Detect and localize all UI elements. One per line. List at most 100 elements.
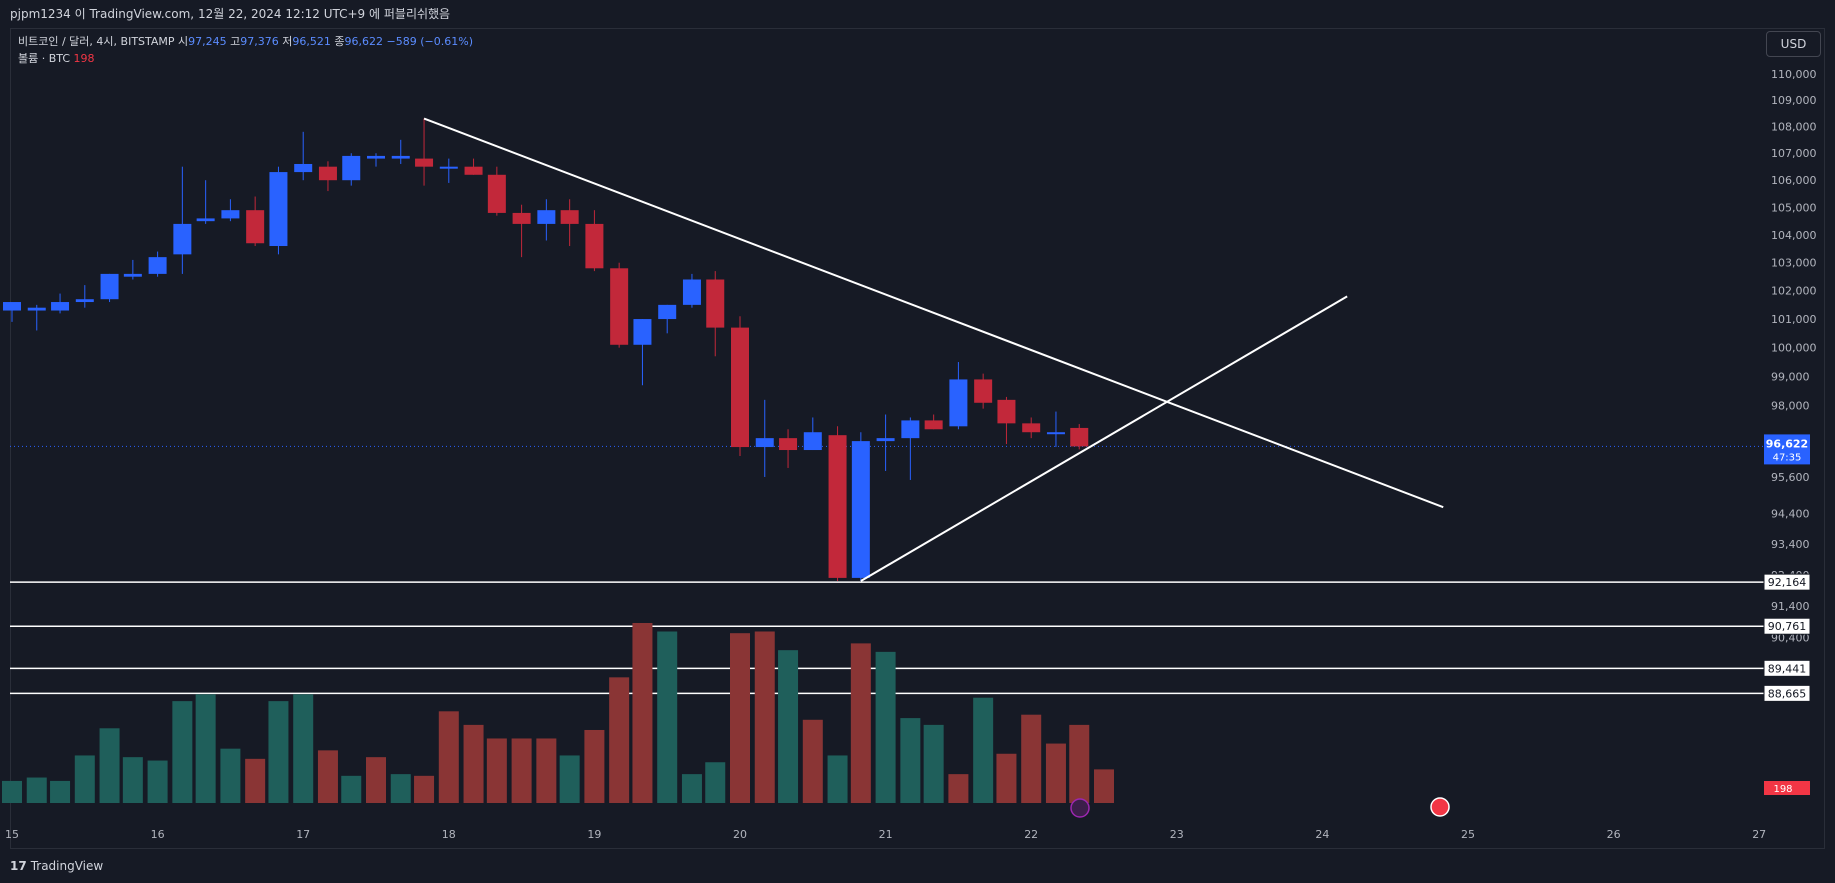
candle-body bbox=[585, 223, 604, 269]
symbol-name[interactable]: 비트코인 / 달러, 4시, BITSTAMP bbox=[18, 35, 175, 48]
volume-bar bbox=[268, 701, 289, 803]
candle-body bbox=[1046, 432, 1065, 435]
candle-body bbox=[391, 155, 410, 159]
level-tag-label: 89,441 bbox=[1768, 662, 1807, 675]
candle-body bbox=[27, 307, 46, 311]
x-tick-label: 20 bbox=[733, 828, 747, 841]
candle-body bbox=[100, 273, 119, 300]
candle-body bbox=[487, 174, 506, 213]
candle-body bbox=[828, 435, 847, 578]
volume-bar bbox=[366, 757, 386, 803]
y-tick-label: 99,000 bbox=[1771, 371, 1810, 384]
low-value: 96,521 bbox=[292, 35, 331, 48]
volume-bar bbox=[147, 760, 168, 803]
volume-bar bbox=[414, 775, 435, 803]
candle-body bbox=[731, 327, 749, 448]
volume-bar bbox=[1045, 743, 1066, 803]
candle-body bbox=[1022, 423, 1041, 433]
volume-bar bbox=[317, 750, 338, 803]
volume-bar bbox=[486, 738, 507, 803]
trendline-1 bbox=[860, 295, 1348, 582]
level-tag bbox=[1763, 617, 1811, 635]
candle-body bbox=[706, 279, 725, 328]
x-tick-label: 19 bbox=[587, 828, 601, 841]
volume-bar bbox=[632, 623, 653, 803]
candle-body bbox=[1070, 427, 1089, 447]
volume-bar bbox=[705, 762, 726, 803]
candle-body bbox=[949, 379, 968, 427]
candle-body bbox=[658, 304, 677, 320]
level-tag bbox=[1763, 573, 1811, 591]
volume-bar bbox=[559, 755, 580, 803]
volume-label[interactable]: 볼륨 · BTC bbox=[18, 52, 71, 65]
volume-bar bbox=[802, 719, 823, 803]
chart-legend: 비트코인 / 달러, 4시, BITSTAMP 시97,245 고97,376 … bbox=[18, 33, 473, 67]
published-text: pjpm1234 이 TradingView.com, 12월 22, 2024… bbox=[10, 7, 451, 21]
volume-bar bbox=[172, 701, 193, 803]
volume-bar bbox=[850, 643, 871, 803]
candle-body bbox=[173, 223, 192, 255]
candle-body bbox=[803, 432, 822, 451]
close-value: 96,622 bbox=[344, 35, 384, 48]
volume-bar bbox=[122, 757, 143, 803]
volume-bar bbox=[754, 631, 775, 803]
x-tick-label: 15 bbox=[5, 828, 19, 841]
volume-bar bbox=[293, 694, 314, 803]
open-label: 시 bbox=[178, 35, 189, 48]
candle-body bbox=[75, 299, 94, 303]
candle-body bbox=[3, 302, 21, 311]
volume-bar bbox=[996, 753, 1017, 803]
currency-button[interactable]: USD bbox=[1766, 31, 1821, 57]
volume-bars bbox=[2, 623, 1114, 803]
level-tag bbox=[1763, 684, 1811, 702]
y-tick-label: 95,600 bbox=[1771, 471, 1810, 484]
y-tick-label: 106,000 bbox=[1771, 174, 1817, 187]
y-tick-label: 104,000 bbox=[1771, 229, 1817, 242]
volume-bar bbox=[657, 631, 678, 803]
volume-bar bbox=[584, 729, 605, 803]
tradingview-logo-icon: 17 bbox=[10, 859, 27, 873]
volume-bar bbox=[341, 775, 362, 803]
high-label: 고 bbox=[230, 35, 241, 48]
volume-bar bbox=[74, 755, 95, 803]
volume-bar bbox=[245, 758, 266, 803]
y-tick-label: 105,000 bbox=[1771, 201, 1817, 214]
volume-bar bbox=[463, 724, 484, 803]
x-tick-label: 23 bbox=[1170, 828, 1184, 841]
volume-bar bbox=[923, 724, 944, 803]
trendline-0 bbox=[423, 117, 1444, 509]
lightning-event-icon[interactable] bbox=[1070, 798, 1090, 818]
candle-body bbox=[148, 257, 167, 274]
candle-body bbox=[901, 420, 920, 439]
level-tag-label: 88,665 bbox=[1768, 687, 1807, 700]
volume-row: 볼륨 · BTC 198 bbox=[18, 50, 473, 67]
candle-body bbox=[610, 268, 629, 345]
volume-tag bbox=[1764, 781, 1810, 795]
open-value: 97,245 bbox=[188, 35, 227, 48]
y-tick-label: 109,000 bbox=[1771, 94, 1817, 107]
candle-body bbox=[851, 441, 870, 578]
last-price-label: 96,622 bbox=[1766, 437, 1808, 450]
price-tags: 92,164 90,761 89,441 88,665 96,622 47:35 198 bbox=[1070, 434, 1811, 818]
volume-bar bbox=[827, 755, 848, 803]
y-tick-label: 102,000 bbox=[1771, 285, 1817, 298]
candle-body bbox=[779, 438, 798, 451]
y-tick-label: 93,400 bbox=[1771, 538, 1810, 551]
candle-body bbox=[269, 172, 288, 247]
level-tag bbox=[1763, 659, 1811, 677]
x-tick-label: 17 bbox=[296, 828, 310, 841]
candle-body bbox=[51, 302, 70, 311]
x-tick-label: 18 bbox=[442, 828, 456, 841]
y-tick-label: 91,400 bbox=[1771, 600, 1810, 613]
flag-event-icon[interactable] bbox=[1430, 797, 1450, 817]
y-tick-label: 108,000 bbox=[1771, 120, 1817, 133]
volume-tag-label: 198 bbox=[1773, 784, 1792, 795]
y-tick-label: 110,000 bbox=[1771, 68, 1817, 81]
level-tag-label: 90,761 bbox=[1768, 620, 1807, 633]
trendlines bbox=[423, 117, 1444, 582]
y-tick-label: 98,000 bbox=[1771, 400, 1810, 413]
y-tick-label: 101,000 bbox=[1771, 313, 1817, 326]
volume-bar bbox=[1094, 769, 1114, 803]
y-tick-label: 100,000 bbox=[1771, 342, 1817, 355]
